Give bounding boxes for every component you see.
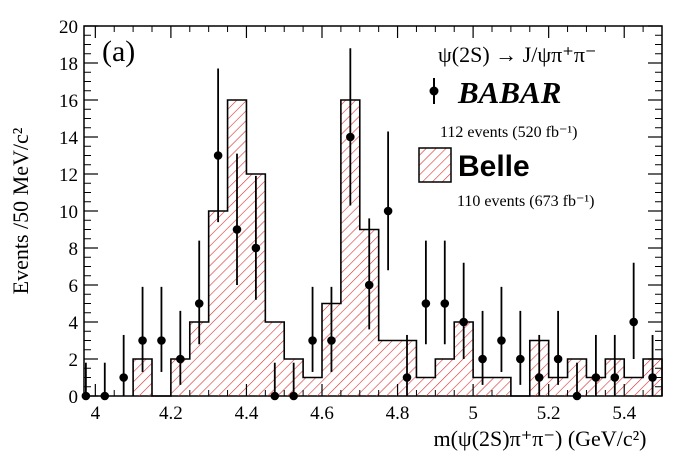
x-tick-label: 4.8 xyxy=(386,403,410,424)
babar-data-point xyxy=(251,243,261,253)
babar-data-point xyxy=(308,336,317,345)
y-tick-label: 16 xyxy=(59,91,78,112)
babar-points xyxy=(81,48,657,401)
y-tick-label: 10 xyxy=(59,202,78,223)
legend-babar-events: 112 events (520 fb⁻¹) xyxy=(440,124,578,141)
babar-data-point xyxy=(232,225,242,234)
belle-bin-fill xyxy=(378,340,398,396)
legend-babar-marker xyxy=(429,78,439,104)
y-axis-label: Events /50 MeV/c² xyxy=(8,127,33,294)
panel-label: (a) xyxy=(102,35,135,68)
belle-histogram-outline xyxy=(132,99,663,397)
babar-data-point xyxy=(534,373,544,382)
legend-belle-events: 110 events (673 fb⁻¹) xyxy=(457,193,595,210)
babar-data-point xyxy=(383,206,393,216)
babar-data-point xyxy=(119,373,128,382)
babar-data-point xyxy=(648,373,657,382)
x-tick-label: 5.2 xyxy=(537,403,561,424)
belle-bin-fill xyxy=(416,377,436,396)
babar-data-point xyxy=(289,391,298,401)
legend-babar-label: BABAR xyxy=(457,75,561,110)
babar-data-point xyxy=(270,391,280,401)
babar-data-point xyxy=(553,354,563,364)
y-tick-label: 12 xyxy=(59,165,78,186)
babar-data-point xyxy=(194,299,204,308)
belle-bin-fill xyxy=(435,359,455,396)
y-tick-label: 2 xyxy=(69,350,79,371)
y-tick-label: 0 xyxy=(69,387,79,408)
legend-belle-swatch xyxy=(418,147,452,183)
babar-data-point xyxy=(516,354,525,364)
babar-data-point xyxy=(440,299,450,308)
y-tick-label: 4 xyxy=(69,313,79,334)
babar-data-point xyxy=(364,280,374,290)
x-tick-label: 4.4 xyxy=(235,403,259,424)
axis-ticks xyxy=(84,25,663,397)
babar-data-point xyxy=(157,336,166,345)
belle-bin-fill xyxy=(303,377,322,396)
x-tick-label: 5.4 xyxy=(612,403,636,424)
legend-title: ψ(2S) → J/ψπ⁺π⁻ xyxy=(438,42,597,67)
babar-data-point xyxy=(610,373,620,382)
babar-data-point xyxy=(176,354,185,364)
babar-data-point xyxy=(629,317,638,327)
belle-bin-fill xyxy=(624,377,644,396)
babar-data-point xyxy=(402,373,412,382)
belle-bin-fill xyxy=(189,322,209,396)
belle-bin-fill xyxy=(473,377,492,396)
babar-data-point xyxy=(478,354,487,364)
belle-bin-fill xyxy=(492,377,511,396)
babar-data-point xyxy=(421,299,431,308)
babar-data-point xyxy=(346,132,355,142)
x-tick-label: 4.6 xyxy=(310,403,334,424)
babar-data-point xyxy=(213,151,223,160)
y-tick-label: 18 xyxy=(59,54,78,75)
y-tick-label: 14 xyxy=(59,128,79,149)
y-tick-label: 8 xyxy=(69,239,79,260)
babar-data-point xyxy=(138,336,147,345)
x-tick-label: 4.2 xyxy=(159,403,183,424)
x-tick-label: 4 xyxy=(91,403,101,424)
belle-histogram xyxy=(132,99,663,397)
belle-bin-fill xyxy=(265,322,285,396)
babar-data-point xyxy=(572,391,582,401)
belle-bin-fill xyxy=(208,211,228,396)
x-axis-label: m(ψ(2S)π⁺π⁻) (GeV/c²) xyxy=(433,426,646,451)
belle-bin-fill xyxy=(548,377,568,396)
y-tick-label: 20 xyxy=(59,17,78,38)
legend: ψ(2S) → J/ψπ⁺π⁻ BABAR 112 events (520 fb… xyxy=(418,42,597,210)
y-tick-label: 6 xyxy=(69,276,79,297)
babar-data-point xyxy=(100,391,110,401)
belle-bin-fill xyxy=(340,100,360,396)
babar-data-point xyxy=(459,317,468,327)
belle-bin-fill xyxy=(133,359,152,396)
tick-labels: 4 4.2 4.4 4.6 4.8 5 5.2 5.4 0 2 4 6 8 10 12 14 16 18 20 xyxy=(59,17,637,424)
babar-data-point xyxy=(591,373,601,382)
babar-data-point xyxy=(497,336,506,345)
legend-belle-label: Belle xyxy=(458,150,530,183)
babar-data-point xyxy=(327,336,336,345)
x-tick-label: 5 xyxy=(468,403,478,424)
